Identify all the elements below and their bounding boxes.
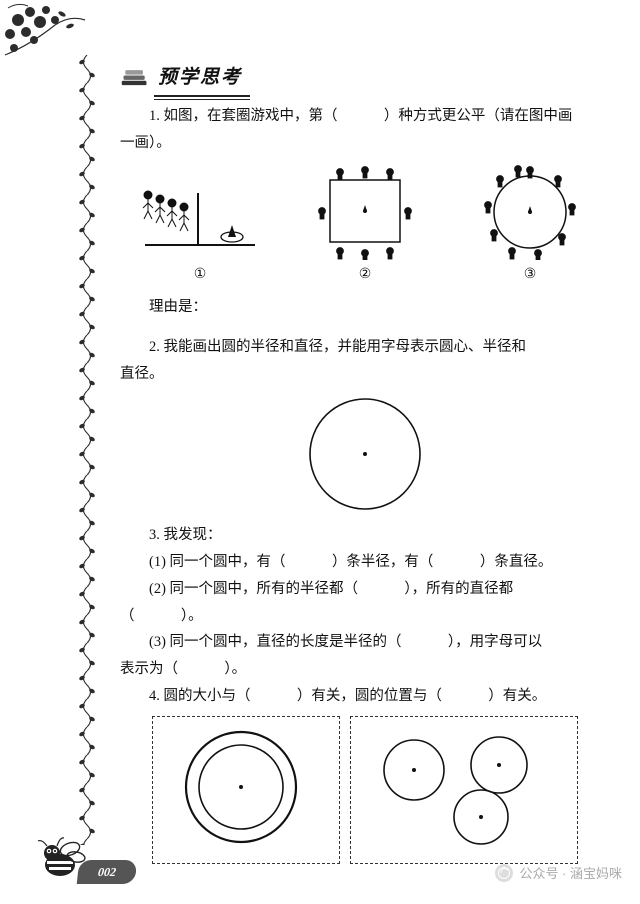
q3-2a: (2) 同一个圆中，所有的半径都（ <box>149 581 358 597</box>
q4-a: 4. 圆的大小与（ <box>149 688 251 704</box>
watermark: 公众号 · 涵宝妈咪 <box>495 863 622 882</box>
q3-1a: (1) 同一个圆中，有（ <box>149 554 286 570</box>
q1-b: ）种方式更公平（请在图中画 <box>384 108 573 124</box>
q4-c: ）有关。 <box>488 688 546 704</box>
q3-3-cont: 表示为（ ）。 <box>120 656 610 683</box>
q1-label-3: ③ <box>470 262 590 288</box>
section-title: 预学思考 <box>154 60 250 97</box>
q3-1c: ）条直径。 <box>480 554 553 570</box>
vine-border-decoration <box>78 55 96 845</box>
page-number-badge: 002 <box>77 860 138 884</box>
page-number: 002 <box>97 865 117 880</box>
q1-fig3 <box>470 165 590 260</box>
spacer <box>120 320 610 334</box>
q1-fig2 <box>300 165 430 260</box>
q3-1b: ）条半径，有（ <box>332 554 434 570</box>
q1-figures <box>120 165 610 260</box>
page: 预学思考 1. 如图，在套圈游戏中，第（ ）种方式更公平（请在图中画 一画）。 <box>0 0 640 904</box>
q3-head: 3. 我发现： <box>120 522 610 549</box>
content-area: 预学思考 1. 如图，在套圈游戏中，第（ ）种方式更公平（请在图中画 一画）。 <box>120 60 610 864</box>
q1-label-2: ② <box>300 262 430 288</box>
q4-right-box <box>350 716 578 864</box>
q1-labels: ① ② ③ <box>120 262 610 288</box>
q3-3a: (3) 同一个圆中，直径的长度是半径的（ <box>149 634 402 650</box>
q1-text-c: 一画）。 <box>120 130 610 157</box>
q1-reason: 理由是： <box>120 294 610 321</box>
q4-figures <box>120 716 610 864</box>
q1-label-1: ① <box>140 262 260 288</box>
books-icon <box>120 68 150 90</box>
section-banner: 预学思考 <box>120 60 610 97</box>
q1-a: 1. 如图，在套圈游戏中，第（ <box>149 108 338 124</box>
q2-b: 直径。 <box>120 361 610 388</box>
q2-circle <box>120 394 610 514</box>
q1-fig1 <box>140 175 260 260</box>
q2-a: 2. 我能画出圆的半径和直径，并能用字母表示圆心、半径和 <box>149 339 526 355</box>
q3-1: (1) 同一个圆中，有（ ）条半径，有（ ）条直径。 <box>120 549 610 576</box>
q3-2c: （ <box>120 608 135 624</box>
q3-2: (2) 同一个圆中，所有的半径都（ ），所有的直径都 <box>120 576 610 603</box>
q3-3d: ）。 <box>224 661 246 677</box>
q3-2b: ），所有的直径都 <box>404 581 513 597</box>
q4-left-box <box>152 716 340 864</box>
q3-2-cont: （ ）。 <box>120 603 610 630</box>
q3-3c: 表示为（ <box>120 661 178 677</box>
q4-text: 4. 圆的大小与（ ）有关，圆的位置与（ ）有关。 <box>120 683 610 710</box>
wechat-icon <box>495 864 513 882</box>
q2-text: 2. 我能画出圆的半径和直径，并能用字母表示圆心、半径和 <box>120 334 610 361</box>
q3-3: (3) 同一个圆中，直径的长度是半径的（ ），用字母可以 <box>120 629 610 656</box>
q3-3b: ），用字母可以 <box>448 634 542 650</box>
watermark-text: 公众号 · 涵宝妈咪 <box>519 863 622 882</box>
q3-2d: ）。 <box>181 608 203 624</box>
q1-text: 1. 如图，在套圈游戏中，第（ ）种方式更公平（请在图中画 <box>120 103 610 130</box>
q4-b: ）有关，圆的位置与（ <box>297 688 442 704</box>
